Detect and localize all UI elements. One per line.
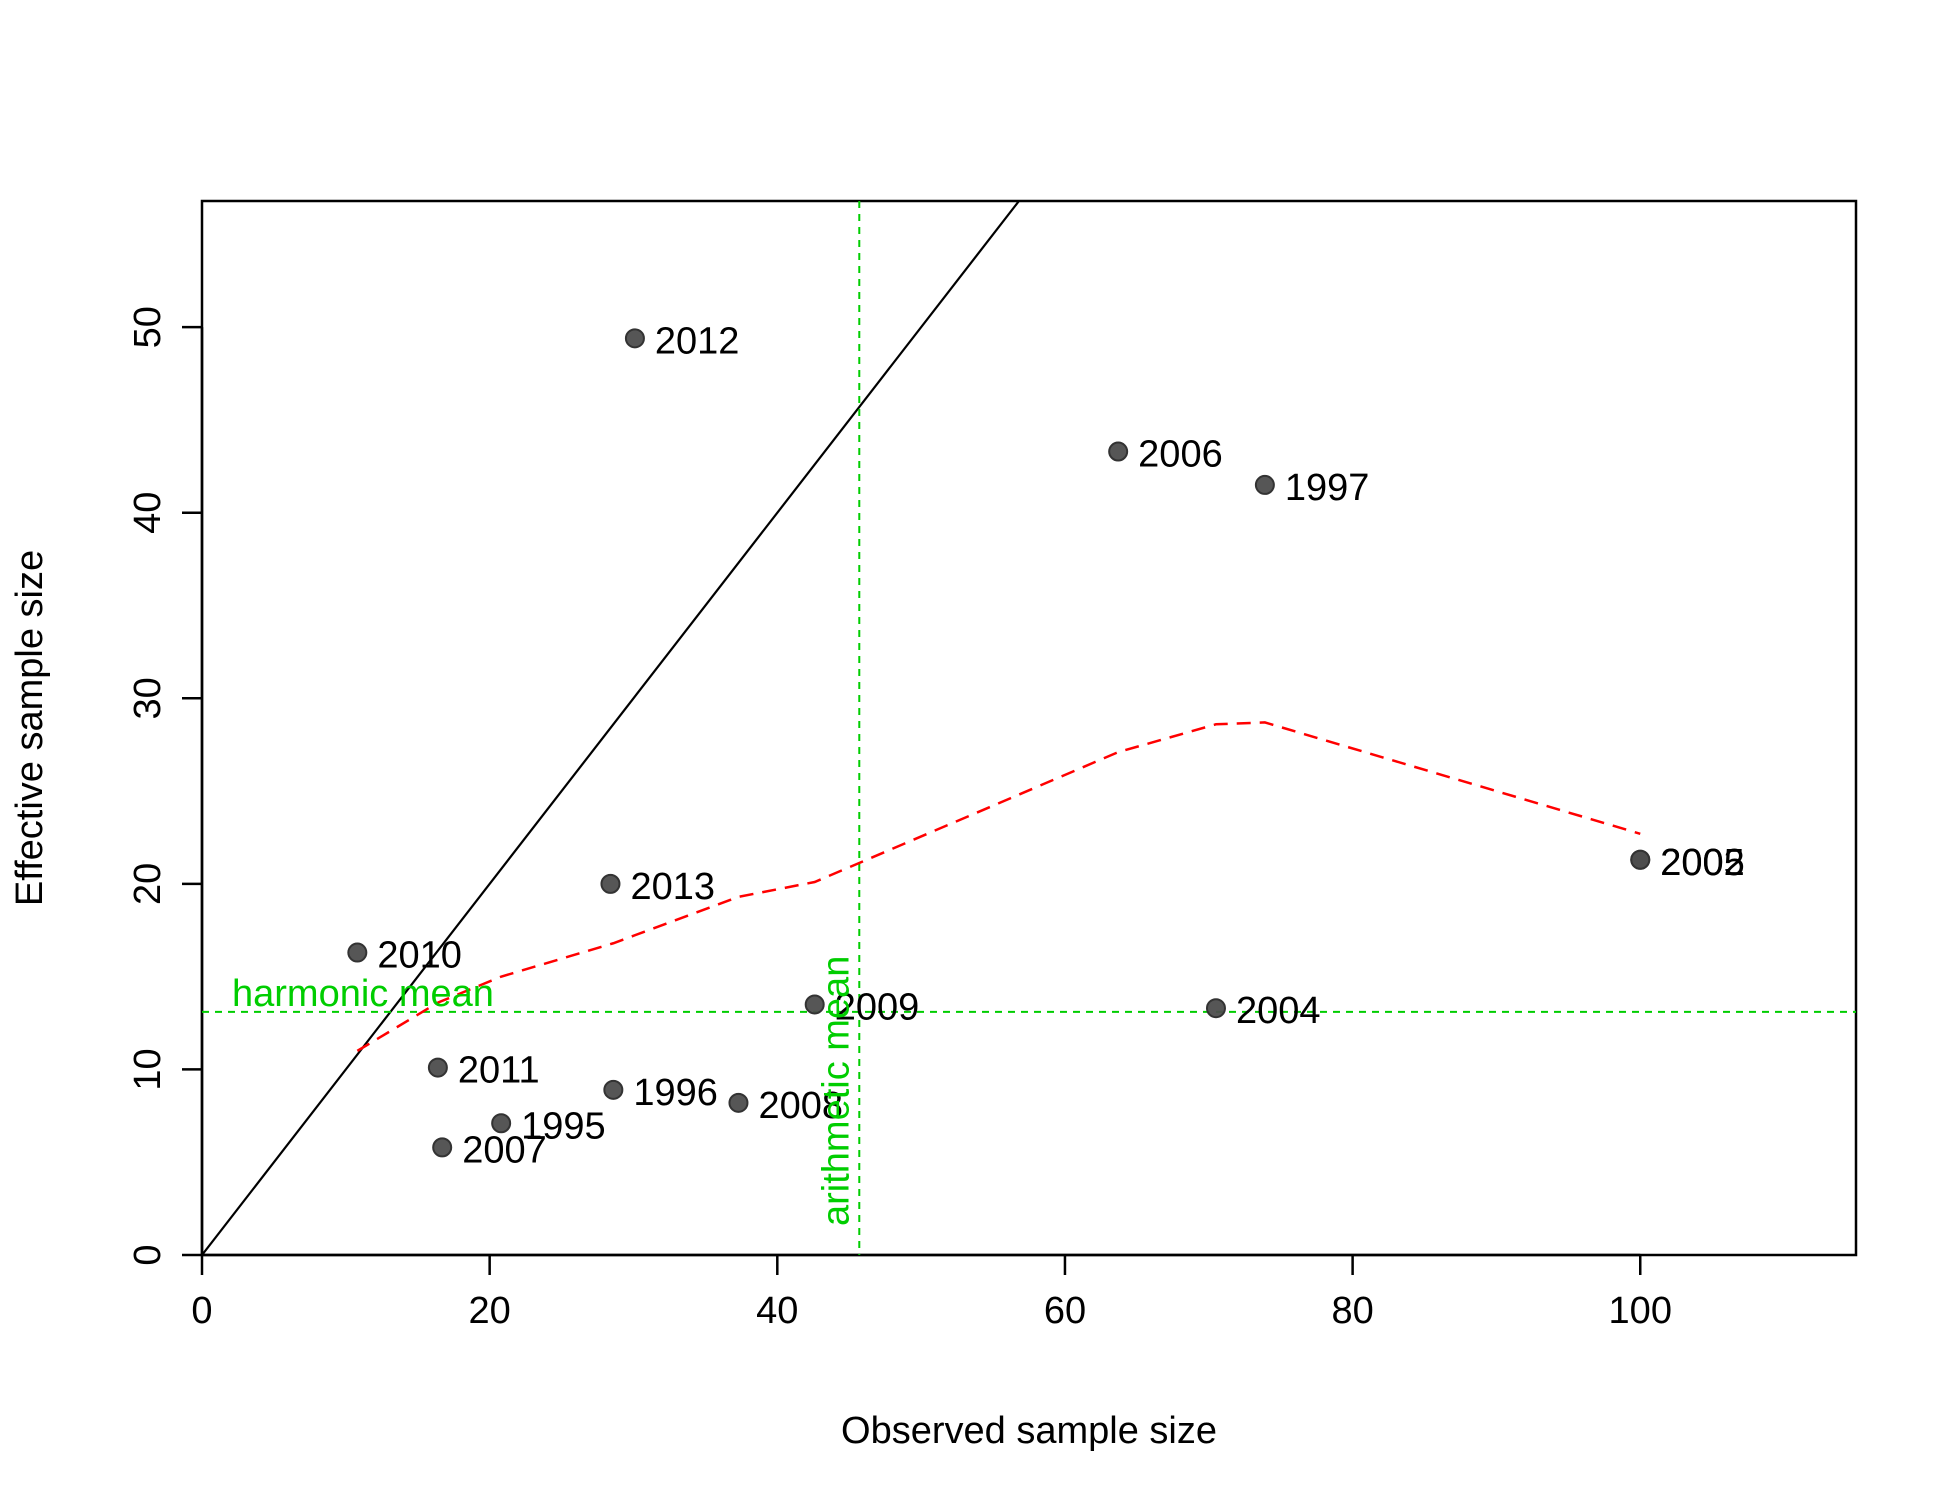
data-point — [1108, 441, 1129, 462]
plot-area: 0 20 40 60 80 1000102030405019951996199720022… — [127, 199, 1858, 1332]
point-label: 2010 — [377, 935, 462, 977]
data-point — [603, 1079, 624, 1100]
data-points — [347, 328, 1651, 1158]
x-tick-label: 0 — [191, 1290, 212, 1332]
data-point — [1630, 849, 1651, 870]
y-tick-label: 0 — [127, 1244, 169, 1265]
y-tick-label: 30 — [127, 677, 169, 719]
y-axis-label: Effective sample size — [9, 550, 51, 906]
y-tick-label: 40 — [127, 492, 169, 534]
data-point — [804, 994, 825, 1015]
reference-label-horizontal: harmonic mean — [232, 973, 494, 1015]
point-label: 2005 — [1660, 842, 1745, 884]
point-label: 2007 — [462, 1129, 547, 1171]
y-tick-label: 20 — [127, 863, 169, 905]
data-point — [347, 942, 368, 963]
point-label: 2009 — [835, 986, 920, 1028]
point-label: 2012 — [655, 320, 740, 362]
plot-frame — [200, 199, 1858, 1257]
point-label: 1995 — [521, 1105, 606, 1147]
data-point — [624, 328, 645, 349]
x-tick-label: 100 — [1609, 1290, 1672, 1332]
point-label: 2011 — [458, 1050, 540, 1092]
x-axis: 0 20 40 60 80 100 — [191, 1253, 1672, 1332]
point-label: 1997 — [1285, 467, 1370, 509]
point-label: 2004 — [1236, 990, 1321, 1032]
point-label: 2008 — [758, 1085, 843, 1127]
data-point — [432, 1137, 453, 1158]
x-tick-label: 60 — [1044, 1290, 1086, 1332]
reference-label-vertical: arithmetic mean — [815, 956, 857, 1226]
x-tick-label: 80 — [1331, 1290, 1373, 1332]
point-label: 2006 — [1138, 434, 1223, 476]
y-axis: 0 10 20 30 40 50 — [127, 306, 204, 1266]
data-point — [1254, 474, 1275, 495]
point-label: 2002 — [1660, 842, 1745, 884]
x-axis-label: Observed sample size — [841, 1410, 1217, 1452]
x-tick-label: 20 — [469, 1290, 511, 1332]
data-layer — [202, 201, 1856, 1255]
data-point — [600, 873, 621, 894]
point-labels: 1995 1996 1997 2002 2004 2005 2006 2007 2008 2009… — [377, 320, 1744, 1171]
data-point — [427, 1057, 448, 1078]
point-label: 2013 — [630, 866, 715, 908]
data-point — [491, 1113, 512, 1134]
identity-line — [202, 201, 1021, 1255]
x-tick-label: 40 — [756, 1290, 798, 1332]
y-tick-label: 50 — [127, 306, 169, 348]
data-point — [1205, 998, 1226, 1019]
point-label: 1996 — [633, 1072, 718, 1114]
y-tick-label: 10 — [127, 1048, 169, 1090]
smoother-line — [356, 721, 1641, 1052]
data-point — [728, 1092, 749, 1113]
